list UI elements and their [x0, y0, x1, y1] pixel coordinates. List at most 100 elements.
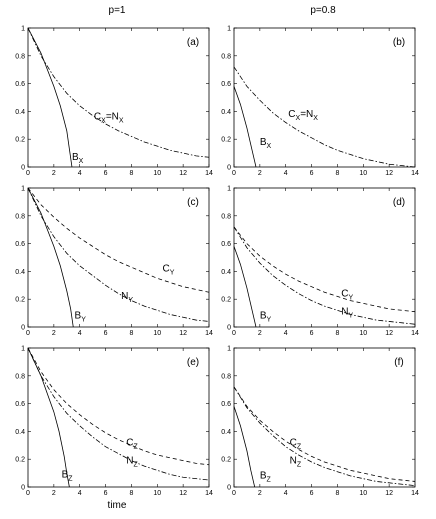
- y-tick-label: 0.2: [221, 297, 231, 304]
- x-tick-label: 2: [258, 490, 262, 497]
- x-tick-label: 0: [26, 170, 30, 177]
- series-line-n-y: [233, 226, 416, 325]
- series-line-c-z: [27, 347, 210, 466]
- series-line-b-y: [27, 187, 74, 328]
- x-axis-title: time: [108, 500, 127, 511]
- x-tick-label: 8: [129, 170, 133, 177]
- y-tick-label: 0.6: [15, 241, 25, 248]
- y-tick-label: 0.6: [15, 401, 25, 408]
- x-tick-label: 14: [411, 330, 419, 337]
- x-tick-label: 4: [78, 490, 82, 497]
- panel-e: 0 2 4 6 8 10 12 14 0 0.2 0.4 0.6 0.8 1 (e) CZ NZ BZ: [15, 346, 213, 498]
- x-tick-label: 4: [284, 170, 288, 177]
- series-line-c-x-n-x: [233, 66, 416, 168]
- x-tick-label: 6: [310, 330, 314, 337]
- series-line-b-y: [233, 246, 257, 328]
- series-line-b-z: [233, 406, 256, 488]
- x-tick-label: 0: [232, 330, 236, 337]
- plot-frame: [27, 187, 210, 328]
- x-tick-label: 12: [385, 170, 393, 177]
- x-tick-label: 8: [335, 330, 339, 337]
- column-title-left: p=1: [109, 5, 126, 16]
- y-tick-label: 0.8: [221, 373, 231, 380]
- x-tick-label: 2: [258, 330, 262, 337]
- y-tick-label: 0.2: [15, 137, 25, 144]
- y-tick-label: 0.4: [221, 109, 231, 116]
- y-tick-label: 0.4: [15, 429, 25, 436]
- x-tick-label: 4: [284, 330, 288, 337]
- curve-label: CZ: [290, 437, 302, 450]
- panel-label: (b): [393, 37, 405, 48]
- x-tick-label: 14: [205, 170, 213, 177]
- x-tick-label: 0: [26, 490, 30, 497]
- series-line-c-y: [27, 187, 210, 293]
- curve-label: NZ: [290, 455, 302, 468]
- curve-label: NY: [121, 291, 133, 304]
- x-tick-label: 0: [232, 170, 236, 177]
- x-tick-label: 0: [26, 330, 30, 337]
- column-title-right: p=0.8: [310, 5, 336, 16]
- y-tick-label: 0.6: [221, 81, 231, 88]
- plot-frame: [233, 27, 416, 168]
- series-line-b-x: [27, 27, 73, 168]
- curve-label: BX: [72, 152, 84, 165]
- curve-label: BZ: [62, 469, 74, 482]
- x-tick-label: 4: [78, 170, 82, 177]
- x-tick-label: 8: [335, 170, 339, 177]
- y-tick-label: 0: [227, 325, 231, 332]
- x-tick-label: 10: [359, 170, 367, 177]
- x-tick-label: 10: [153, 330, 161, 337]
- curve-label: CX=NX: [288, 109, 318, 122]
- x-tick-label: 6: [310, 170, 314, 177]
- curve-label: CY: [341, 288, 353, 301]
- y-tick-label: 0.8: [221, 53, 231, 60]
- curve-label: CX=NX: [94, 112, 124, 125]
- y-tick-label: 0.4: [15, 109, 25, 116]
- panel-b: 0 2 4 6 8 10 12 14 0 0.2 0.4 0.6 0.8 1 (b) CX=NX BX: [221, 26, 419, 178]
- series-line-n-z: [27, 347, 210, 481]
- x-tick-label: 2: [52, 170, 56, 177]
- curve-label: BX: [260, 137, 272, 150]
- y-tick-label: 0.8: [15, 53, 25, 60]
- curve-label: NZ: [126, 455, 138, 468]
- y-tick-label: 0.4: [15, 269, 25, 276]
- x-tick-label: 12: [179, 490, 187, 497]
- x-tick-label: 10: [359, 330, 367, 337]
- y-tick-label: 1: [227, 186, 231, 193]
- x-tick-label: 10: [153, 490, 161, 497]
- y-tick-label: 0.6: [221, 401, 231, 408]
- x-tick-label: 12: [385, 330, 393, 337]
- series-line-b-z: [27, 347, 70, 488]
- series-line-n-z: [233, 386, 416, 487]
- plot-frame: [233, 347, 416, 488]
- y-tick-label: 1: [227, 26, 231, 33]
- x-tick-label: 8: [129, 490, 133, 497]
- x-tick-label: 4: [284, 490, 288, 497]
- y-tick-label: 0.2: [221, 457, 231, 464]
- x-tick-label: 14: [205, 330, 213, 337]
- y-tick-label: 1: [21, 346, 25, 353]
- x-tick-label: 14: [205, 490, 213, 497]
- y-tick-label: 0.6: [15, 81, 25, 88]
- x-tick-label: 6: [310, 490, 314, 497]
- x-tick-label: 14: [411, 170, 419, 177]
- series-line-c-y: [233, 226, 416, 313]
- panel-d: 0 2 4 6 8 10 12 14 0 0.2 0.4 0.6 0.8 1 (d) CY NY BY: [221, 186, 419, 338]
- y-tick-label: 0.2: [15, 297, 25, 304]
- panel-label: (a): [187, 37, 199, 48]
- y-tick-label: 0.8: [15, 213, 25, 220]
- x-tick-label: 0: [232, 490, 236, 497]
- x-tick-label: 10: [359, 490, 367, 497]
- x-tick-label: 8: [335, 490, 339, 497]
- y-tick-label: 0.4: [221, 429, 231, 436]
- plot-frame: [27, 27, 210, 168]
- series-line-c-x-n-x: [27, 27, 210, 158]
- y-tick-label: 0: [227, 485, 231, 492]
- plot-frame: [27, 347, 210, 488]
- x-tick-label: 10: [153, 170, 161, 177]
- y-tick-label: 0: [21, 165, 25, 172]
- curve-label: CZ: [126, 437, 138, 450]
- y-tick-label: 1: [21, 186, 25, 193]
